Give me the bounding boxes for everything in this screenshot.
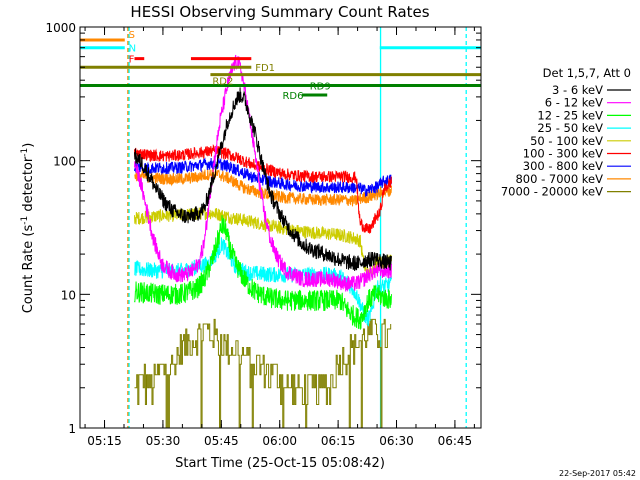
series-7000-20000-kev xyxy=(134,318,392,429)
timestamp: 22-Sep-2017 05:42 xyxy=(559,469,636,478)
x-tick-label: 06:45 xyxy=(438,434,473,448)
x-tick-label: 06:15 xyxy=(321,434,356,448)
x-tick-label: 05:15 xyxy=(87,434,122,448)
y-tick-label: 100 xyxy=(53,155,76,169)
flag-label-n: N xyxy=(129,44,136,55)
series-300-800-kev xyxy=(134,157,392,198)
legend-label-50-100-kev: 50 - 100 keV xyxy=(530,134,603,148)
flag-label-s: S xyxy=(129,30,135,41)
legend-label-25-50-kev: 25 - 50 keV xyxy=(537,121,603,135)
legend-label-800-7000-kev: 800 - 7000 keV xyxy=(515,172,603,186)
plot-frame xyxy=(79,26,482,429)
legend-label-6-12-kev: 6 - 12 keV xyxy=(545,96,603,110)
legend-label-12-25-kev: 12 - 25 keV xyxy=(537,108,603,122)
flag-label-rd6: RD6 xyxy=(282,91,303,102)
chart-title: HESSI Observing Summary Count Rates xyxy=(130,3,429,21)
legend-label-100-300-kev: 100 - 300 keV xyxy=(523,147,603,161)
x-axis-label: Start Time (25-Oct-15 05:08:42) xyxy=(175,456,385,471)
x-tick-label: 06:30 xyxy=(379,434,414,448)
flag-label-f: F xyxy=(129,55,135,66)
y-tick-label: 1 xyxy=(68,422,76,436)
y-axis-label: Count Rate (s-1 detector-1) xyxy=(20,143,36,314)
legend-title: Det 1,5,7, Att 0 xyxy=(543,66,631,80)
x-tick-label: 06:00 xyxy=(262,434,297,448)
y-axis-label-end: ) xyxy=(21,143,36,148)
flag-label-fd1: FD1 xyxy=(255,63,275,74)
legend-label-3-6-kev: 3 - 6 keV xyxy=(552,83,603,97)
series-12-25-kev xyxy=(134,215,392,331)
y-tick-label: 10 xyxy=(61,288,76,302)
x-tick-label: 05:45 xyxy=(204,434,239,448)
series-6-12-kev xyxy=(134,54,392,293)
legend-label-7000-20000-kev: 7000 - 20000 keV xyxy=(501,185,603,199)
y-tick-label: 1000 xyxy=(45,21,76,35)
y-axis-label-exp2: -1 xyxy=(20,148,30,157)
flag-label-rd9: RD9 xyxy=(310,82,331,93)
x-tick-label: 05:30 xyxy=(146,434,181,448)
axes: 05:15 05:30 05:45 06:00 06:15 06:30 06:45 1 10 10… xyxy=(45,21,481,448)
legend-label-300-800-kev: 300 - 800 keV xyxy=(523,159,603,173)
y-axis-label-mid: detector xyxy=(21,156,36,216)
plot-area: SNF FD1 RD2 RD9 RD6 xyxy=(80,27,481,429)
y-axis-label-main: Count Rate (s xyxy=(21,225,36,314)
series-800-7000-kev xyxy=(134,168,392,207)
y-axis-label-exp1: -1 xyxy=(20,216,30,225)
series-3-6-kev xyxy=(134,87,392,272)
flag-label-rd2: RD2 xyxy=(212,77,233,88)
